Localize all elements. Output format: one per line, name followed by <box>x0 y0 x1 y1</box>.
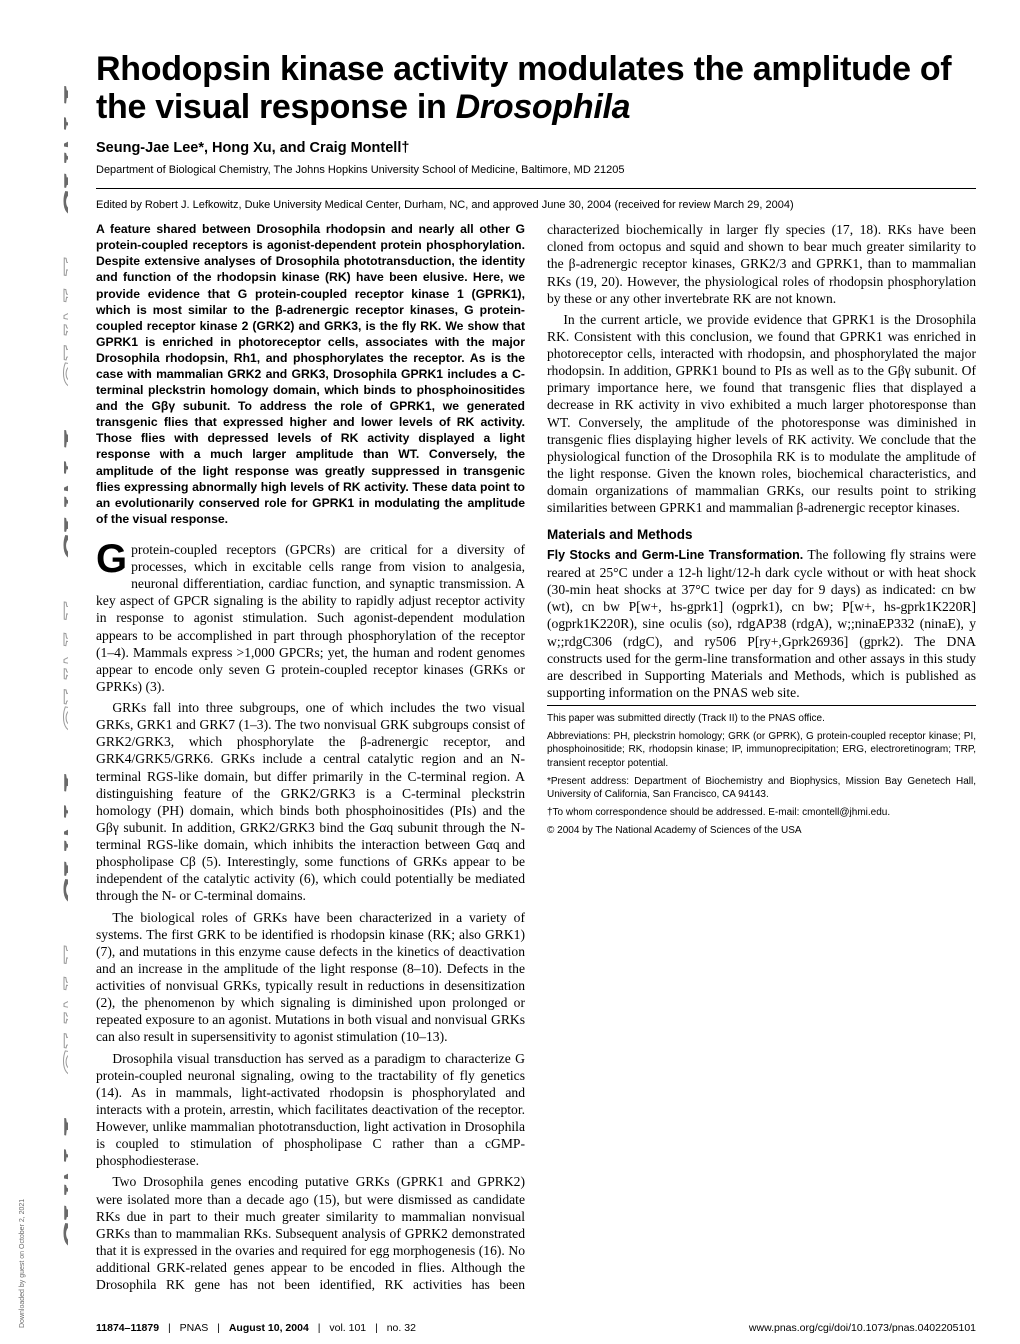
para-3: The biological roles of GRKs have been c… <box>96 909 525 1046</box>
para-1-text: protein-coupled receptors (GPCRs) are cr… <box>96 542 525 694</box>
rule-top <box>96 188 976 189</box>
downloaded-note: Downloaded by guest on October 2, 2021 <box>19 1199 26 1328</box>
mm-runin: Fly Stocks and Germ-Line Transformation. <box>547 548 803 562</box>
svg-text:PNAS: PNAS <box>52 773 68 907</box>
fn-1: This paper was submitted directly (Track… <box>547 712 976 725</box>
para-6: In the current article, we provide evide… <box>547 311 976 517</box>
article-title: Rhodopsin kinase activity modulates the … <box>96 50 976 126</box>
mm-para: Fly Stocks and Germ-Line Transformation.… <box>547 546 976 701</box>
fn-2: Abbreviations: PH, pleckstrin homology; … <box>547 730 976 770</box>
svg-text:PNAS: PNAS <box>52 945 68 1079</box>
page-content: Rhodopsin kinase activity modulates the … <box>96 50 976 1303</box>
affiliation: Department of Biological Chemistry, The … <box>96 164 976 176</box>
fn-5: © 2004 by The National Academy of Scienc… <box>547 824 976 837</box>
footer-left: 11874–11879 | PNAS | August 10, 2004 | v… <box>96 1322 416 1334</box>
footer-pnas: PNAS <box>180 1322 209 1334</box>
edited-by: Edited by Robert J. Lefkowitz, Duke Univ… <box>96 199 976 211</box>
svg-text:PNAS: PNAS <box>52 601 68 735</box>
para-1: Gprotein-coupled receptors (GPCRs) are c… <box>96 541 525 695</box>
footer-right: www.pnas.org/cgi/doi/10.1073/pnas.040220… <box>749 1322 976 1334</box>
section-head-mm: Materials and Methods <box>547 526 976 543</box>
fn-4: †To whom correspondence should be addres… <box>547 806 976 819</box>
footer-no: no. 32 <box>387 1322 416 1334</box>
dropcap: G <box>96 541 131 576</box>
authors-line: Seung-Jae Lee*, Hong Xu, and Craig Monte… <box>96 140 976 156</box>
footer-date: August 10, 2004 <box>229 1322 309 1334</box>
footer-pages: 11874–11879 <box>96 1322 159 1334</box>
svg-text:PNAS: PNAS <box>52 85 68 219</box>
svg-text:PNAS: PNAS <box>52 257 68 391</box>
mm-text: The following fly strains were reared at… <box>547 547 976 700</box>
fn-3: *Present address: Department of Biochemi… <box>547 775 976 801</box>
title-italic: Drosophila <box>456 88 631 126</box>
para-2: GRKs fall into three subgroups, one of w… <box>96 699 525 905</box>
para-4: Drosophila visual transduction has serve… <box>96 1050 525 1170</box>
footnotes: This paper was submitted directly (Track… <box>547 705 976 838</box>
page-footer: 11874–11879 | PNAS | August 10, 2004 | v… <box>96 1322 976 1334</box>
svg-text:PNAS: PNAS <box>52 1117 68 1251</box>
two-column-body: A feature shared between Drosophila rhod… <box>96 221 976 1303</box>
pnas-ribbon: PNAS PNAS PNAS PNAS PNAS PNAS PNAS <box>8 80 68 1340</box>
footer-vol: vol. 101 <box>329 1322 366 1334</box>
abstract: A feature shared between Drosophila rhod… <box>96 221 525 527</box>
svg-text:PNAS: PNAS <box>52 429 68 563</box>
